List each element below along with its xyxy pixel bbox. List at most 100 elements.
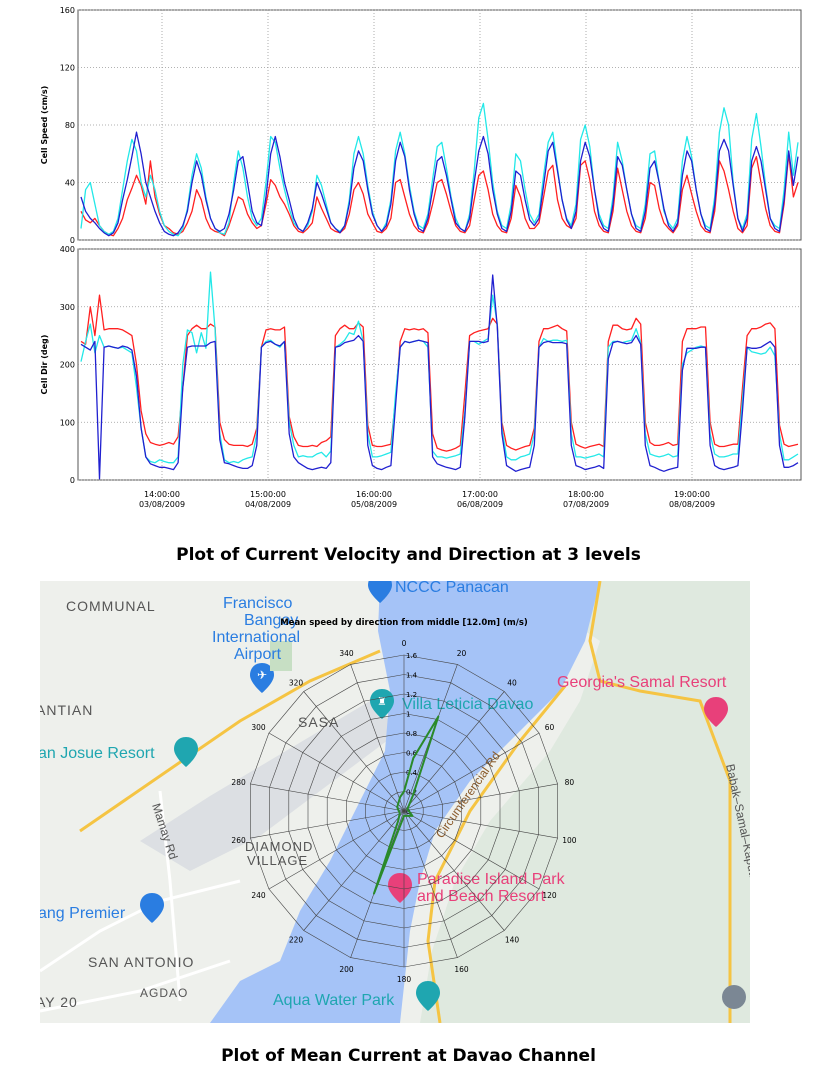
y-tick-label: 120: [60, 64, 75, 73]
map-road-west: [40, 879, 241, 973]
polar-spoke: [403, 783, 558, 812]
svg-text:♜: ♜: [377, 695, 387, 708]
map-land-east: [420, 581, 750, 1023]
museum-marker-icon: [722, 985, 746, 1009]
polar-angle-label: 300: [251, 723, 266, 732]
map-road-circumferencial: [426, 685, 567, 1023]
polar-radial-label: 0.8: [406, 730, 417, 738]
y-tick-label: 100: [60, 418, 75, 427]
label-paradise-1: Paradise Island Park: [417, 871, 566, 888]
label-airport-4: Airport: [234, 646, 282, 663]
x-tick-date: 03/08/2009: [139, 500, 185, 509]
polar-title: Mean speed by direction from middle [12.…: [280, 618, 528, 628]
label-airport-2: Bangoy: [244, 612, 298, 629]
x-tick-time: 14:00:00: [144, 490, 180, 499]
polar-angle-label: 100: [562, 836, 577, 845]
polar-angle-label: 280: [231, 778, 246, 787]
label-airport-1: Francisco: [223, 595, 292, 612]
label-paradise-2: and Beach Resort: [417, 888, 546, 905]
x-tick-time: 19:00:00: [674, 490, 710, 499]
y-tick-label: 80: [65, 121, 75, 130]
polar-radial-label: 1: [406, 711, 410, 719]
x-tick-date: 06/08/2009: [457, 500, 503, 509]
polar-spoke: [403, 810, 540, 890]
y-tick-label: 300: [60, 303, 75, 312]
villa-marker-icon: ♜: [370, 689, 394, 719]
polar-angle-label: 160: [454, 965, 469, 974]
polar-angle-label: 320: [289, 678, 304, 687]
polar-spoke: [403, 691, 505, 812]
label-aqua: Aqua Water Park: [273, 992, 395, 1009]
label-ay20: AY 20: [40, 994, 78, 1010]
polar-angle-label: 260: [231, 836, 246, 845]
x-tick-time: 17:00:00: [462, 490, 498, 499]
panacan-marker-icon: [368, 581, 392, 603]
label-sasa: SASA: [298, 714, 339, 730]
x-tick-date: 07/08/2009: [563, 500, 609, 509]
polar-radial-label: 1.4: [406, 672, 418, 680]
polar-angle-label: 0: [402, 639, 407, 648]
y-tick-label: 160: [60, 6, 75, 15]
caption-current-velocity: Plot of Current Velocity and Direction a…: [176, 545, 641, 565]
direction-panel: 0 100 200 300 400 Cell Dir (deg) 14:00:0003/08…: [40, 245, 802, 509]
label-communal: COMMUNAL: [66, 598, 156, 614]
san-josue-marker-icon: [174, 737, 198, 767]
y-tick-label: 0: [70, 236, 75, 245]
polar-spoke: [250, 810, 405, 839]
map-panel: ✈ ♜ COMMUNAL ANTIAN: [40, 581, 750, 1023]
polar-spoke: [303, 810, 405, 931]
polar-radial-label: 0.4: [406, 769, 418, 777]
polar-radial-label: 1.6: [406, 652, 418, 660]
polar-angle-label: 80: [565, 778, 575, 787]
map-water: [210, 581, 600, 1023]
y-tick-label: 40: [65, 179, 75, 188]
polar-angle-label: 240: [251, 891, 266, 900]
y-tick-label: 200: [60, 361, 75, 370]
premier-marker-icon: [140, 893, 164, 923]
polar-spoke: [303, 691, 405, 812]
polar-spoke: [403, 732, 540, 812]
polar-chart: 0 20 40 60 80 100 120 140 160 180 200 220 240 260 280 3…: [231, 639, 576, 984]
polar-angle-label: 200: [339, 965, 354, 974]
y-tick-label: 400: [60, 245, 75, 254]
polar-spoke: [350, 664, 405, 812]
polar-radial-label: 0: [406, 808, 410, 816]
polar-spoke: [268, 732, 405, 812]
polar-radial-label: 1.2: [406, 691, 417, 699]
x-tick-time: 18:00:00: [568, 490, 604, 499]
speed-panel: 0 40 80 120 160 Cell Speed (cm/s): [40, 6, 802, 245]
airport-green-patch: [270, 641, 292, 671]
x-tick-date: 05/08/2009: [351, 500, 397, 509]
label-san-josue: an Josue Resort: [40, 745, 155, 762]
georgias-marker-icon: [704, 697, 728, 727]
aqua-marker-icon: [416, 981, 440, 1011]
map-road-mamay: [158, 790, 182, 1002]
polar-angle-label: 60: [545, 723, 555, 732]
label-premier: ang Premier: [40, 905, 126, 922]
polar-spoke: [403, 810, 558, 839]
polar-angle-label: 20: [457, 649, 467, 658]
label-san-antonio: SAN ANTONIO: [88, 954, 194, 970]
label-airport-3: International: [212, 629, 300, 646]
airport-marker-icon: ✈: [250, 663, 274, 693]
polar-spoke: [268, 810, 405, 890]
polar-angle-label: 180: [397, 975, 412, 984]
y-tick-label: 0: [70, 476, 75, 485]
label-agdao: AGDAO: [140, 986, 188, 1000]
y-axis-label: Cell Dir (deg): [40, 335, 49, 395]
svg-text:✈: ✈: [257, 668, 267, 682]
polar-angle-label: 340: [339, 649, 354, 658]
series-line-blue: [80, 131, 799, 237]
series-line-red: [80, 294, 799, 452]
label-villa: Villa Leticia Davao: [402, 696, 533, 713]
polar-angle-label: 120: [542, 891, 557, 900]
x-tick-time: 15:00:00: [250, 490, 286, 499]
polar-angle-label: 140: [505, 936, 520, 945]
x-tick-date: 04/08/2009: [245, 500, 291, 509]
map-road-agdao: [40, 959, 231, 1013]
polar-spoke: [250, 783, 405, 812]
polar-radial-label: 0.2: [406, 789, 417, 797]
polar-radial-label: 0.6: [406, 750, 418, 758]
label-georgias: Georgia's Samal Resort: [557, 674, 727, 691]
polar-spoke: [403, 810, 458, 958]
